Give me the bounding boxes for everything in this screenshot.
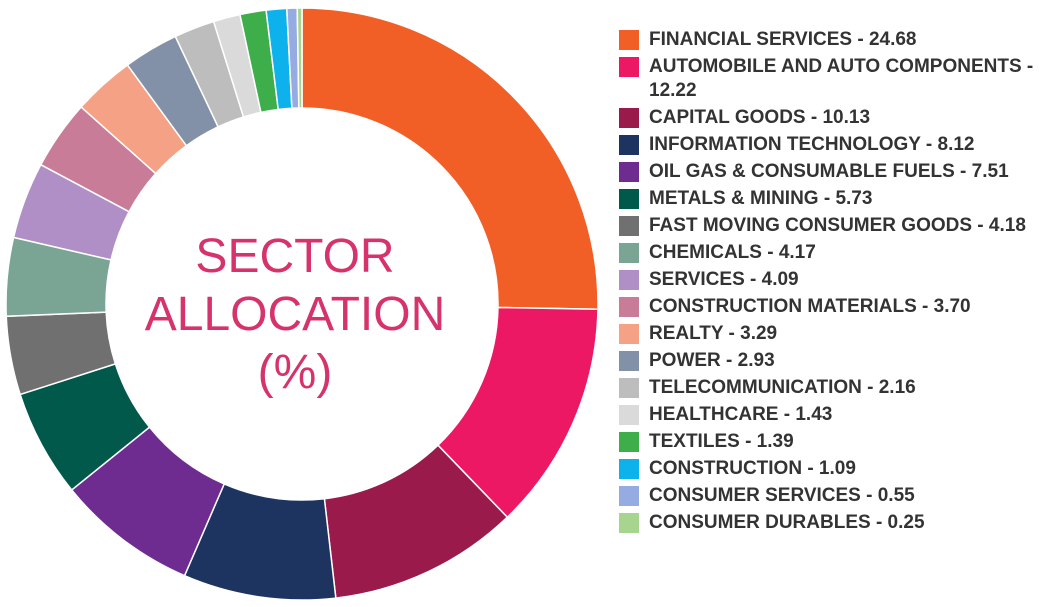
legend-label-10: REALTY - 3.29 <box>649 323 778 344</box>
chart-title-line-2: ALLOCATION <box>144 288 446 341</box>
legend: FINANCIAL SERVICES - 24.68 AUTOMOBILE AND… <box>619 28 1049 538</box>
legend-swatch-6 <box>619 216 639 236</box>
legend-item-0: FINANCIAL SERVICES - 24.68 <box>619 28 1049 52</box>
legend-label-9: CONSTRUCTION MATERIALS - 3.70 <box>649 296 971 317</box>
legend-item-12: TELECOMMUNICATION - 2.16 <box>619 376 1049 400</box>
legend-item-9: CONSTRUCTION MATERIALS - 3.70 <box>619 295 1049 319</box>
legend-item-3: INFORMATION TECHNOLOGY - 8.12 <box>619 133 1049 157</box>
pie-slice-0 <box>301 7 599 311</box>
legend-label-17: CONSUMER DURABLES - 0.25 <box>649 512 925 533</box>
legend-swatch-1 <box>619 57 639 77</box>
legend-swatch-15 <box>619 459 639 479</box>
chart-title-line-1: SECTOR <box>195 230 395 283</box>
legend-swatch-4 <box>619 162 639 182</box>
legend-item-16: CONSUMER SERVICES - 0.55 <box>619 484 1049 508</box>
legend-label-2: CAPITAL GOODS - 10.13 <box>649 107 871 128</box>
donut-chart <box>5 7 599 601</box>
legend-item-4: OIL GAS & CONSUMABLE FUELS - 7.51 <box>619 160 1049 184</box>
legend-label-12: TELECOMMUNICATION - 2.16 <box>649 377 916 398</box>
legend-label-7: CHEMICALS - 4.17 <box>649 242 816 263</box>
legend-swatch-16 <box>619 486 639 506</box>
legend-swatch-2 <box>619 108 639 128</box>
chart-title: SECTOR ALLOCATION (%) <box>120 228 470 402</box>
legend-swatch-11 <box>619 351 639 371</box>
legend-swatch-13 <box>619 405 639 425</box>
legend-label-1: AUTOMOBILE AND AUTO COMPONENTS - 12.22 <box>649 56 1034 101</box>
legend-item-11: POWER - 2.93 <box>619 349 1049 373</box>
pie-slice-17 <box>296 7 303 109</box>
legend-label-4: OIL GAS & CONSUMABLE FUELS - 7.51 <box>649 161 1009 182</box>
legend-item-1: AUTOMOBILE AND AUTO COMPONENTS - 12.22 <box>619 55 1049 103</box>
legend-swatch-0 <box>619 30 639 50</box>
legend-swatch-17 <box>619 513 639 533</box>
legend-label-0: FINANCIAL SERVICES - 24.68 <box>649 29 917 50</box>
legend-item-7: CHEMICALS - 4.17 <box>619 241 1049 265</box>
legend-label-14: TEXTILES - 1.39 <box>649 431 794 452</box>
legend-label-16: CONSUMER SERVICES - 0.55 <box>649 485 915 506</box>
legend-label-5: METALS & MINING - 5.73 <box>649 188 873 209</box>
legend-item-15: CONSTRUCTION - 1.09 <box>619 457 1049 481</box>
legend-label-6: FAST MOVING CONSUMER GOODS - 4.18 <box>649 215 1026 236</box>
legend-swatch-8 <box>619 270 639 290</box>
legend-label-15: CONSTRUCTION - 1.09 <box>649 458 856 479</box>
legend-swatch-5 <box>619 189 639 209</box>
legend-swatch-12 <box>619 378 639 398</box>
legend-swatch-7 <box>619 243 639 263</box>
legend-swatch-3 <box>619 135 639 155</box>
legend-swatch-14 <box>619 432 639 452</box>
legend-item-8: SERVICES - 4.09 <box>619 268 1049 292</box>
legend-swatch-9 <box>619 297 639 317</box>
legend-item-2: CAPITAL GOODS - 10.13 <box>619 106 1049 130</box>
legend-item-14: TEXTILES - 1.39 <box>619 430 1049 454</box>
legend-label-8: SERVICES - 4.09 <box>649 269 799 290</box>
legend-item-10: REALTY - 3.29 <box>619 322 1049 346</box>
legend-item-5: METALS & MINING - 5.73 <box>619 187 1049 211</box>
legend-swatch-10 <box>619 324 639 344</box>
legend-item-13: HEALTHCARE - 1.43 <box>619 403 1049 427</box>
legend-label-13: HEALTHCARE - 1.43 <box>649 404 833 425</box>
legend-item-6: FAST MOVING CONSUMER GOODS - 4.18 <box>619 214 1049 238</box>
legend-item-17: CONSUMER DURABLES - 0.25 <box>619 511 1049 535</box>
legend-label-3: INFORMATION TECHNOLOGY - 8.12 <box>649 134 975 155</box>
legend-label-11: POWER - 2.93 <box>649 350 775 371</box>
chart-title-line-3: (%) <box>257 346 333 399</box>
